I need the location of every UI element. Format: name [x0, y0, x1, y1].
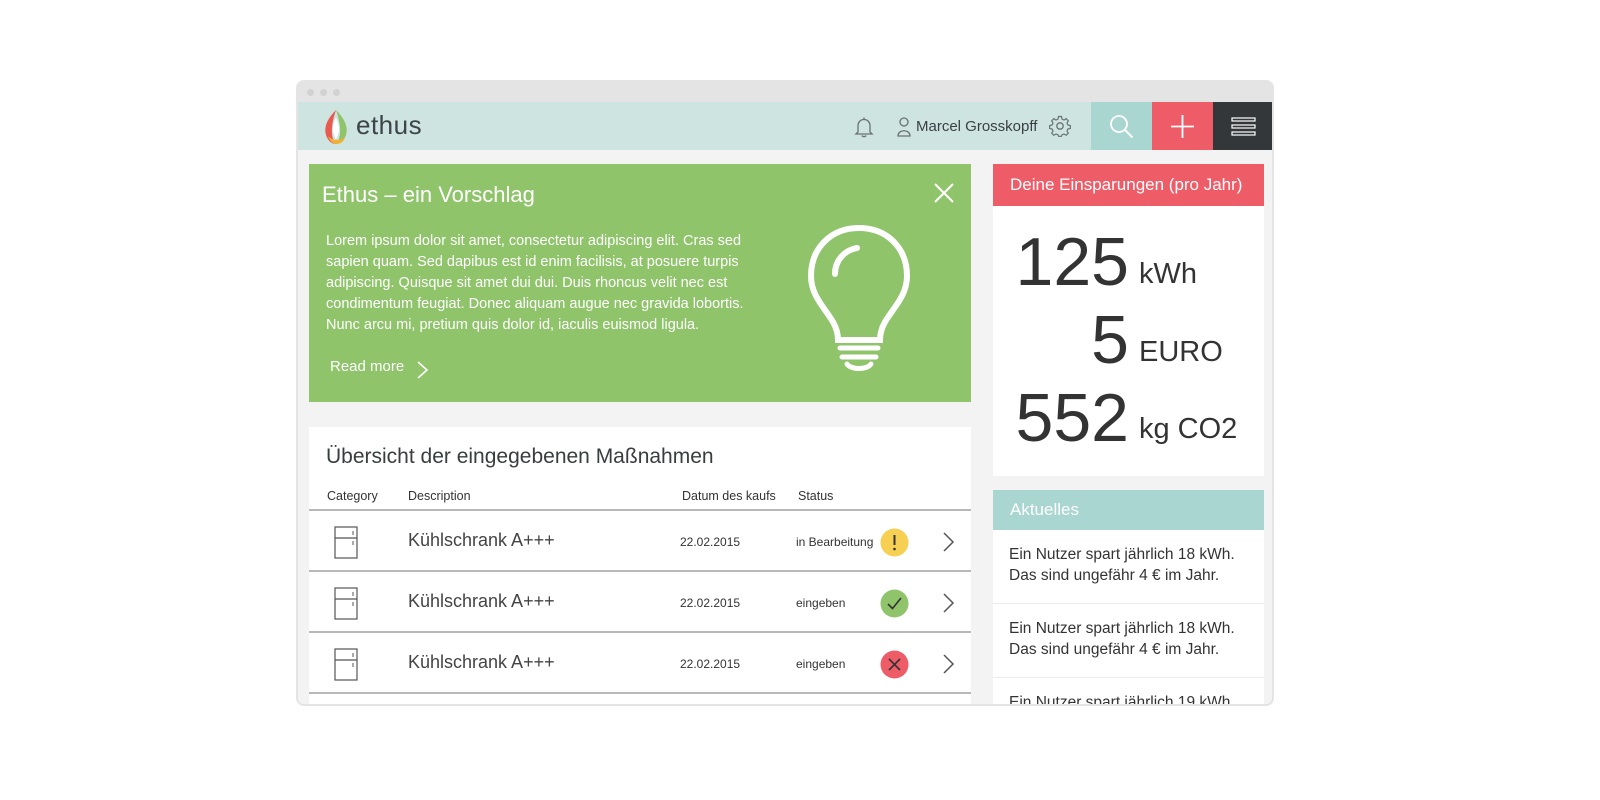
savings-title: Deine Einsparungen (pro Jahr): [993, 164, 1264, 206]
savings-value-co2: 552: [1015, 380, 1129, 456]
browser-window: ethus Marcel Grosskopff: [296, 80, 1274, 706]
savings-unit-kwh: kWh: [1139, 258, 1197, 290]
news-panel: Aktuelles Ein Nutzer spart jährlich 18 k…: [993, 490, 1264, 706]
row-description: Kühlschrank A+++: [408, 591, 555, 611]
measures-overview: Übersicht der eingegebenen Maßnahmen Cat…: [309, 427, 971, 704]
close-icon[interactable]: [933, 182, 955, 204]
table-row[interactable]: Kühlschrank A+++ 22.02.2015 in Bearbeitu…: [309, 511, 971, 572]
news-item[interactable]: Ein Nutzer spart jährlich 18 kWh. Das si…: [993, 530, 1264, 604]
savings-unit-co2: kg CO2: [1139, 413, 1238, 445]
window-dot: [307, 89, 314, 96]
window-dot: [333, 89, 340, 96]
search-icon: [1110, 115, 1134, 139]
news-text: Ein Nutzer spart jährlich 18 kWh.: [1009, 546, 1235, 563]
row-description: Kühlschrank A+++: [408, 530, 555, 550]
suggestion-title: Ethus – ein Vorschlag: [322, 182, 535, 207]
table-row[interactable]: Kühlschrank A+++ 22.02.2015 eingeben: [309, 572, 971, 633]
news-text: Ein Nutzer spart jährlich 18 kWh.: [1009, 620, 1235, 637]
ethus-logo-icon[interactable]: [322, 108, 350, 146]
column-header-category[interactable]: Category: [327, 489, 378, 503]
news-text: Ein Nutzer spart jährlich 19 kWh.: [1009, 694, 1235, 706]
column-header-date[interactable]: Datum des kaufs: [682, 489, 776, 503]
menu-button[interactable]: [1213, 102, 1272, 150]
row-date: 22.02.2015: [680, 657, 741, 671]
chevron-right-icon[interactable]: [941, 653, 955, 675]
plus-icon: [1171, 115, 1194, 138]
window-dot: [320, 89, 327, 96]
row-status: eingeben: [796, 596, 846, 610]
table-row[interactable]: Kühlschrank A+++ 22.02.2015 eingeben: [309, 633, 971, 694]
suggestion-card: Ethus – ein Vorschlag Lorem ipsum dolor …: [309, 164, 971, 402]
savings-unit-euro: EURO: [1139, 336, 1223, 368]
measures-title: Übersicht der eingegebenen Maßnahmen: [326, 445, 714, 468]
window-chrome: [298, 82, 1272, 102]
news-text: Das sind ungefähr 4 € im Jahr.: [1009, 641, 1220, 658]
suggestion-text: Lorem ipsum dolor sit amet, consectetur …: [326, 233, 744, 333]
news-title: Aktuelles: [993, 490, 1264, 530]
fridge-icon: [334, 648, 358, 681]
row-status: in Bearbeitung: [796, 535, 874, 549]
row-date: 22.02.2015: [680, 535, 741, 549]
news-item[interactable]: Ein Nutzer spart jährlich 18 kWh. Das si…: [993, 604, 1264, 678]
cross-icon: [880, 650, 909, 679]
check-icon: [880, 589, 909, 618]
gear-icon[interactable]: [1049, 115, 1071, 137]
read-more-link[interactable]: Read more: [330, 358, 405, 375]
column-header-status[interactable]: Status: [798, 489, 834, 503]
warning-icon: [880, 528, 909, 557]
row-description: Kühlschrank A+++: [408, 652, 555, 672]
user-icon: [897, 117, 911, 137]
app-header: ethus Marcel Grosskopff: [298, 102, 1272, 150]
menu-icon: [1231, 117, 1256, 136]
row-status: eingeben: [796, 657, 846, 671]
savings-value-kwh: 125: [1015, 224, 1129, 300]
user-name[interactable]: Marcel Grosskopff: [916, 118, 1038, 135]
chevron-right-icon[interactable]: [941, 592, 955, 614]
row-date: 22.02.2015: [680, 596, 741, 610]
news-item[interactable]: Ein Nutzer spart jährlich 19 kWh.: [993, 678, 1264, 706]
fridge-icon: [334, 526, 358, 559]
lightbulb-icon: [807, 224, 911, 371]
chevron-right-icon[interactable]: [415, 361, 429, 379]
savings-value-euro: 5: [1091, 302, 1129, 378]
header-divider: [309, 509, 971, 511]
add-button[interactable]: [1152, 102, 1213, 150]
chevron-right-icon[interactable]: [941, 531, 955, 553]
column-header-description[interactable]: Description: [408, 489, 471, 503]
fridge-icon: [334, 587, 358, 620]
brand-name[interactable]: ethus: [356, 110, 423, 140]
bell-icon[interactable]: [853, 116, 875, 138]
search-button[interactable]: [1091, 102, 1152, 150]
savings-panel: Deine Einsparungen (pro Jahr) 125 kWh 5 …: [993, 164, 1264, 476]
news-text: Das sind ungefähr 4 € im Jahr.: [1009, 567, 1220, 584]
